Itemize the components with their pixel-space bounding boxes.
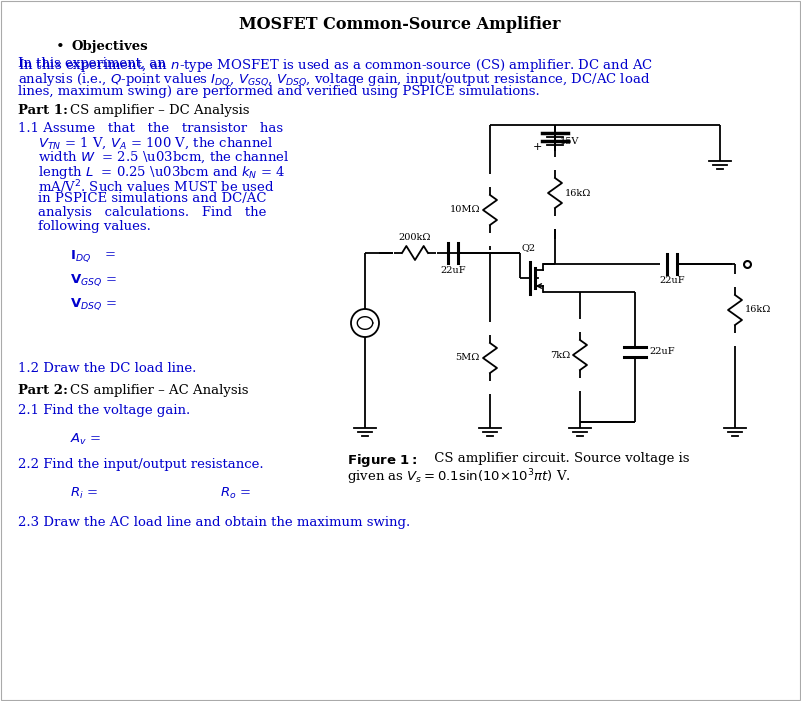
Text: length $L$  = 0.25 \u03bcm and $k_N$ = 4: length $L$ = 0.25 \u03bcm and $k_N$ = 4 <box>38 164 285 181</box>
Text: in PSPICE simulations and DC/AC: in PSPICE simulations and DC/AC <box>38 192 267 205</box>
Text: analysis   calculations.   Find   the: analysis calculations. Find the <box>38 206 267 219</box>
Text: CS amplifier – DC Analysis: CS amplifier – DC Analysis <box>70 104 249 117</box>
Text: 16kΩ: 16kΩ <box>745 306 771 315</box>
Text: given as $V_s = 0.1\sin(10{\times}10^3\pi t)$ V.: given as $V_s = 0.1\sin(10{\times}10^3\p… <box>347 467 571 486</box>
Text: 16kΩ: 16kΩ <box>565 189 591 198</box>
Text: $V_{TN}$ = 1 V, $V_A$ = 100 V, the channel: $V_{TN}$ = 1 V, $V_A$ = 100 V, the chann… <box>38 136 273 151</box>
Text: analysis (i.e., $Q$-point values $I_{DQ}$, $V_{GSQ}$, $V_{DSQ}$, voltage gain, i: analysis (i.e., $Q$-point values $I_{DQ}… <box>18 71 650 88</box>
Text: 2.1 Find the voltage gain.: 2.1 Find the voltage gain. <box>18 404 191 417</box>
Text: Objectives: Objectives <box>72 40 149 53</box>
Text: $\mathbf{Figure\ 1:}$: $\mathbf{Figure\ 1:}$ <box>347 452 417 469</box>
Text: 5MΩ: 5MΩ <box>456 353 480 362</box>
Text: Q2: Q2 <box>522 243 536 252</box>
Text: 2.2 Find the input/output resistance.: 2.2 Find the input/output resistance. <box>18 458 264 471</box>
Text: CS amplifier circuit. Source voltage is: CS amplifier circuit. Source voltage is <box>430 452 690 465</box>
Text: $\mathbf{V}_{GSQ}$ =: $\mathbf{V}_{GSQ}$ = <box>70 272 117 287</box>
Text: lines, maximum swing) are performed and verified using PSPICE simulations.: lines, maximum swing) are performed and … <box>18 85 540 98</box>
Text: 22uF: 22uF <box>659 276 685 285</box>
Text: $R_i$ =: $R_i$ = <box>70 486 98 501</box>
Text: 2.3 Draw the AC load line and obtain the maximum swing.: 2.3 Draw the AC load line and obtain the… <box>18 516 410 529</box>
Text: $R_o$ =: $R_o$ = <box>220 486 251 501</box>
Text: mA/V$^2$. Such values MUST be used: mA/V$^2$. Such values MUST be used <box>38 178 275 196</box>
Text: 10MΩ: 10MΩ <box>449 205 480 215</box>
Text: CS amplifier – AC Analysis: CS amplifier – AC Analysis <box>70 384 248 397</box>
Text: 15V: 15V <box>560 137 579 146</box>
Text: =: = <box>105 248 116 261</box>
Text: $A_v$ =: $A_v$ = <box>70 432 102 447</box>
Text: 1.1 Assume   that   the   transistor   has: 1.1 Assume that the transistor has <box>18 122 283 135</box>
Text: +: + <box>533 142 541 152</box>
Text: 1.2 Draw the DC load line.: 1.2 Draw the DC load line. <box>18 362 196 375</box>
Text: following values.: following values. <box>38 220 151 233</box>
Text: Part 1:: Part 1: <box>18 104 68 117</box>
Text: width $W$  = 2.5 \u03bcm, the channel: width $W$ = 2.5 \u03bcm, the channel <box>38 150 289 165</box>
Text: 22uF: 22uF <box>441 266 466 275</box>
Text: $\mathbf{I}_{DQ}$: $\mathbf{I}_{DQ}$ <box>70 248 91 264</box>
Text: 200kΩ: 200kΩ <box>399 233 431 242</box>
Text: In this experiment, an: In this experiment, an <box>18 57 170 70</box>
Text: 22uF: 22uF <box>649 348 674 357</box>
Text: In this experiment, an $n$-type MOSFET is used as a common-source (CS) amplifier: In this experiment, an $n$-type MOSFET i… <box>18 57 653 74</box>
Text: •: • <box>55 40 64 54</box>
Text: 7kΩ: 7kΩ <box>549 350 570 360</box>
Text: MOSFET Common-Source Amplifier: MOSFET Common-Source Amplifier <box>239 16 561 33</box>
Text: Part 2:: Part 2: <box>18 384 68 397</box>
Text: $\mathbf{V}_{DSQ}$ =: $\mathbf{V}_{DSQ}$ = <box>70 296 117 312</box>
